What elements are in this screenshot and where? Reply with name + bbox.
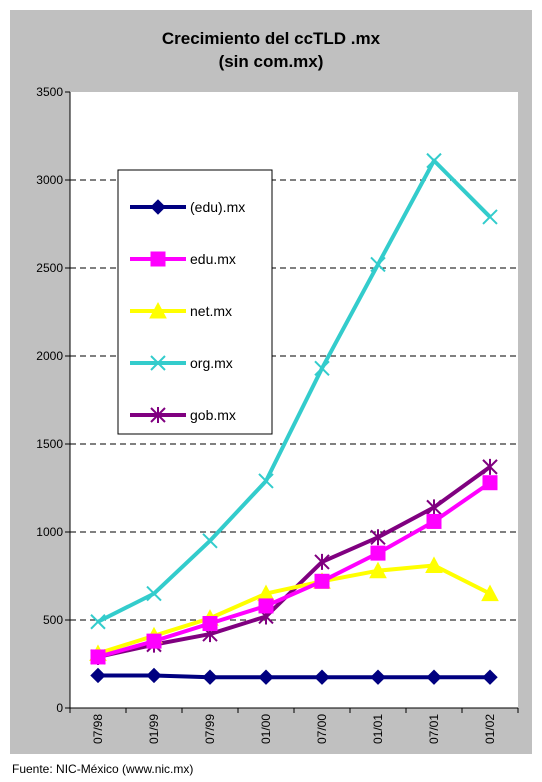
x-tick-label: 07/99 [203, 714, 217, 744]
diamond-marker [202, 669, 218, 685]
series-lines [89, 152, 499, 685]
x-marker [482, 209, 498, 225]
square-marker [202, 616, 218, 632]
series-line [97, 563, 491, 656]
x-marker [370, 256, 386, 273]
legend-label: net.mx [190, 303, 232, 319]
y-tick-label: 1000 [36, 525, 63, 539]
series-edumx [90, 667, 498, 685]
legend-box [117, 169, 273, 435]
y-tick-label: 2000 [36, 349, 63, 363]
star-marker [314, 553, 330, 570]
star-marker [370, 529, 386, 546]
triangle-marker [481, 584, 499, 602]
x-marker [150, 355, 166, 371]
diamond-marker [150, 199, 166, 215]
x-tick-label: 07/98 [91, 714, 105, 744]
x-marker [146, 585, 162, 602]
y-tick-label: 1500 [36, 437, 63, 451]
x-tick-label: 01/99 [147, 714, 161, 744]
chart-title: Crecimiento del ccTLD .mx [162, 29, 381, 48]
diamond-marker [258, 669, 274, 685]
y-tick-label: 3000 [36, 173, 63, 187]
x-axis-ticks: 07/98 01/99 07/99 01/00 07/00 01/01 07/01 01/02 [69, 708, 519, 744]
triangle-marker [149, 301, 167, 319]
legend-label: (edu).mx [190, 199, 245, 215]
x-marker [90, 614, 106, 630]
legend-label: edu.mx [190, 251, 236, 267]
series-line [97, 158, 492, 624]
star-marker [426, 499, 442, 516]
diamond-marker [90, 667, 106, 684]
y-axis-ticks: 0 500 1000 1500 2000 2500 3000 3500 [36, 85, 70, 715]
x-tick-label: 01/02 [483, 714, 497, 744]
square-marker [258, 598, 274, 614]
square-marker [482, 475, 498, 491]
diamond-marker [482, 669, 498, 685]
diamond-marker [370, 669, 386, 685]
source-note: Fuente: NIC-México (www.nic.mx) [12, 762, 194, 776]
chart-canvas: Crecimiento del ccTLD .mx (sin com.mx) 0… [36, 29, 519, 744]
chart-subtitle: (sin com.mx) [219, 52, 324, 71]
x-tick-label: 07/00 [315, 714, 329, 744]
series-edumx [90, 475, 498, 665]
legend-label: org.mx [190, 355, 233, 371]
y-tick-label: 0 [56, 701, 63, 715]
legend-label: gob.mx [190, 407, 236, 423]
x-marker [258, 473, 274, 489]
x-tick-label: 01/00 [259, 714, 273, 744]
square-marker [146, 633, 162, 649]
x-tick-label: 07/01 [427, 714, 441, 744]
legend: (edu).mx edu.mx net.mx org.mx gob.mx [117, 169, 273, 435]
star-marker [150, 407, 166, 423]
star-marker [482, 458, 498, 475]
square-marker [426, 513, 442, 529]
series-line [98, 673, 490, 680]
y-tick-label: 3500 [36, 85, 63, 99]
diamond-marker [146, 667, 162, 684]
y-tick-label: 500 [43, 613, 63, 627]
y-tick-label: 2500 [36, 261, 63, 275]
triangle-marker [425, 556, 443, 573]
square-marker [370, 545, 386, 561]
x-marker [202, 533, 218, 549]
series-orgmx [90, 152, 498, 630]
diamond-marker [426, 669, 442, 685]
x-marker [426, 152, 442, 169]
x-marker [314, 360, 330, 377]
triangle-marker [369, 561, 387, 579]
square-marker [314, 573, 330, 589]
chart-frame: Crecimiento del ccTLD .mx (sin com.mx) 0… [10, 10, 532, 754]
diamond-marker [314, 669, 330, 685]
x-tick-label: 01/01 [371, 714, 385, 744]
square-marker [150, 251, 166, 267]
series-line [97, 481, 492, 659]
square-marker [90, 649, 106, 665]
